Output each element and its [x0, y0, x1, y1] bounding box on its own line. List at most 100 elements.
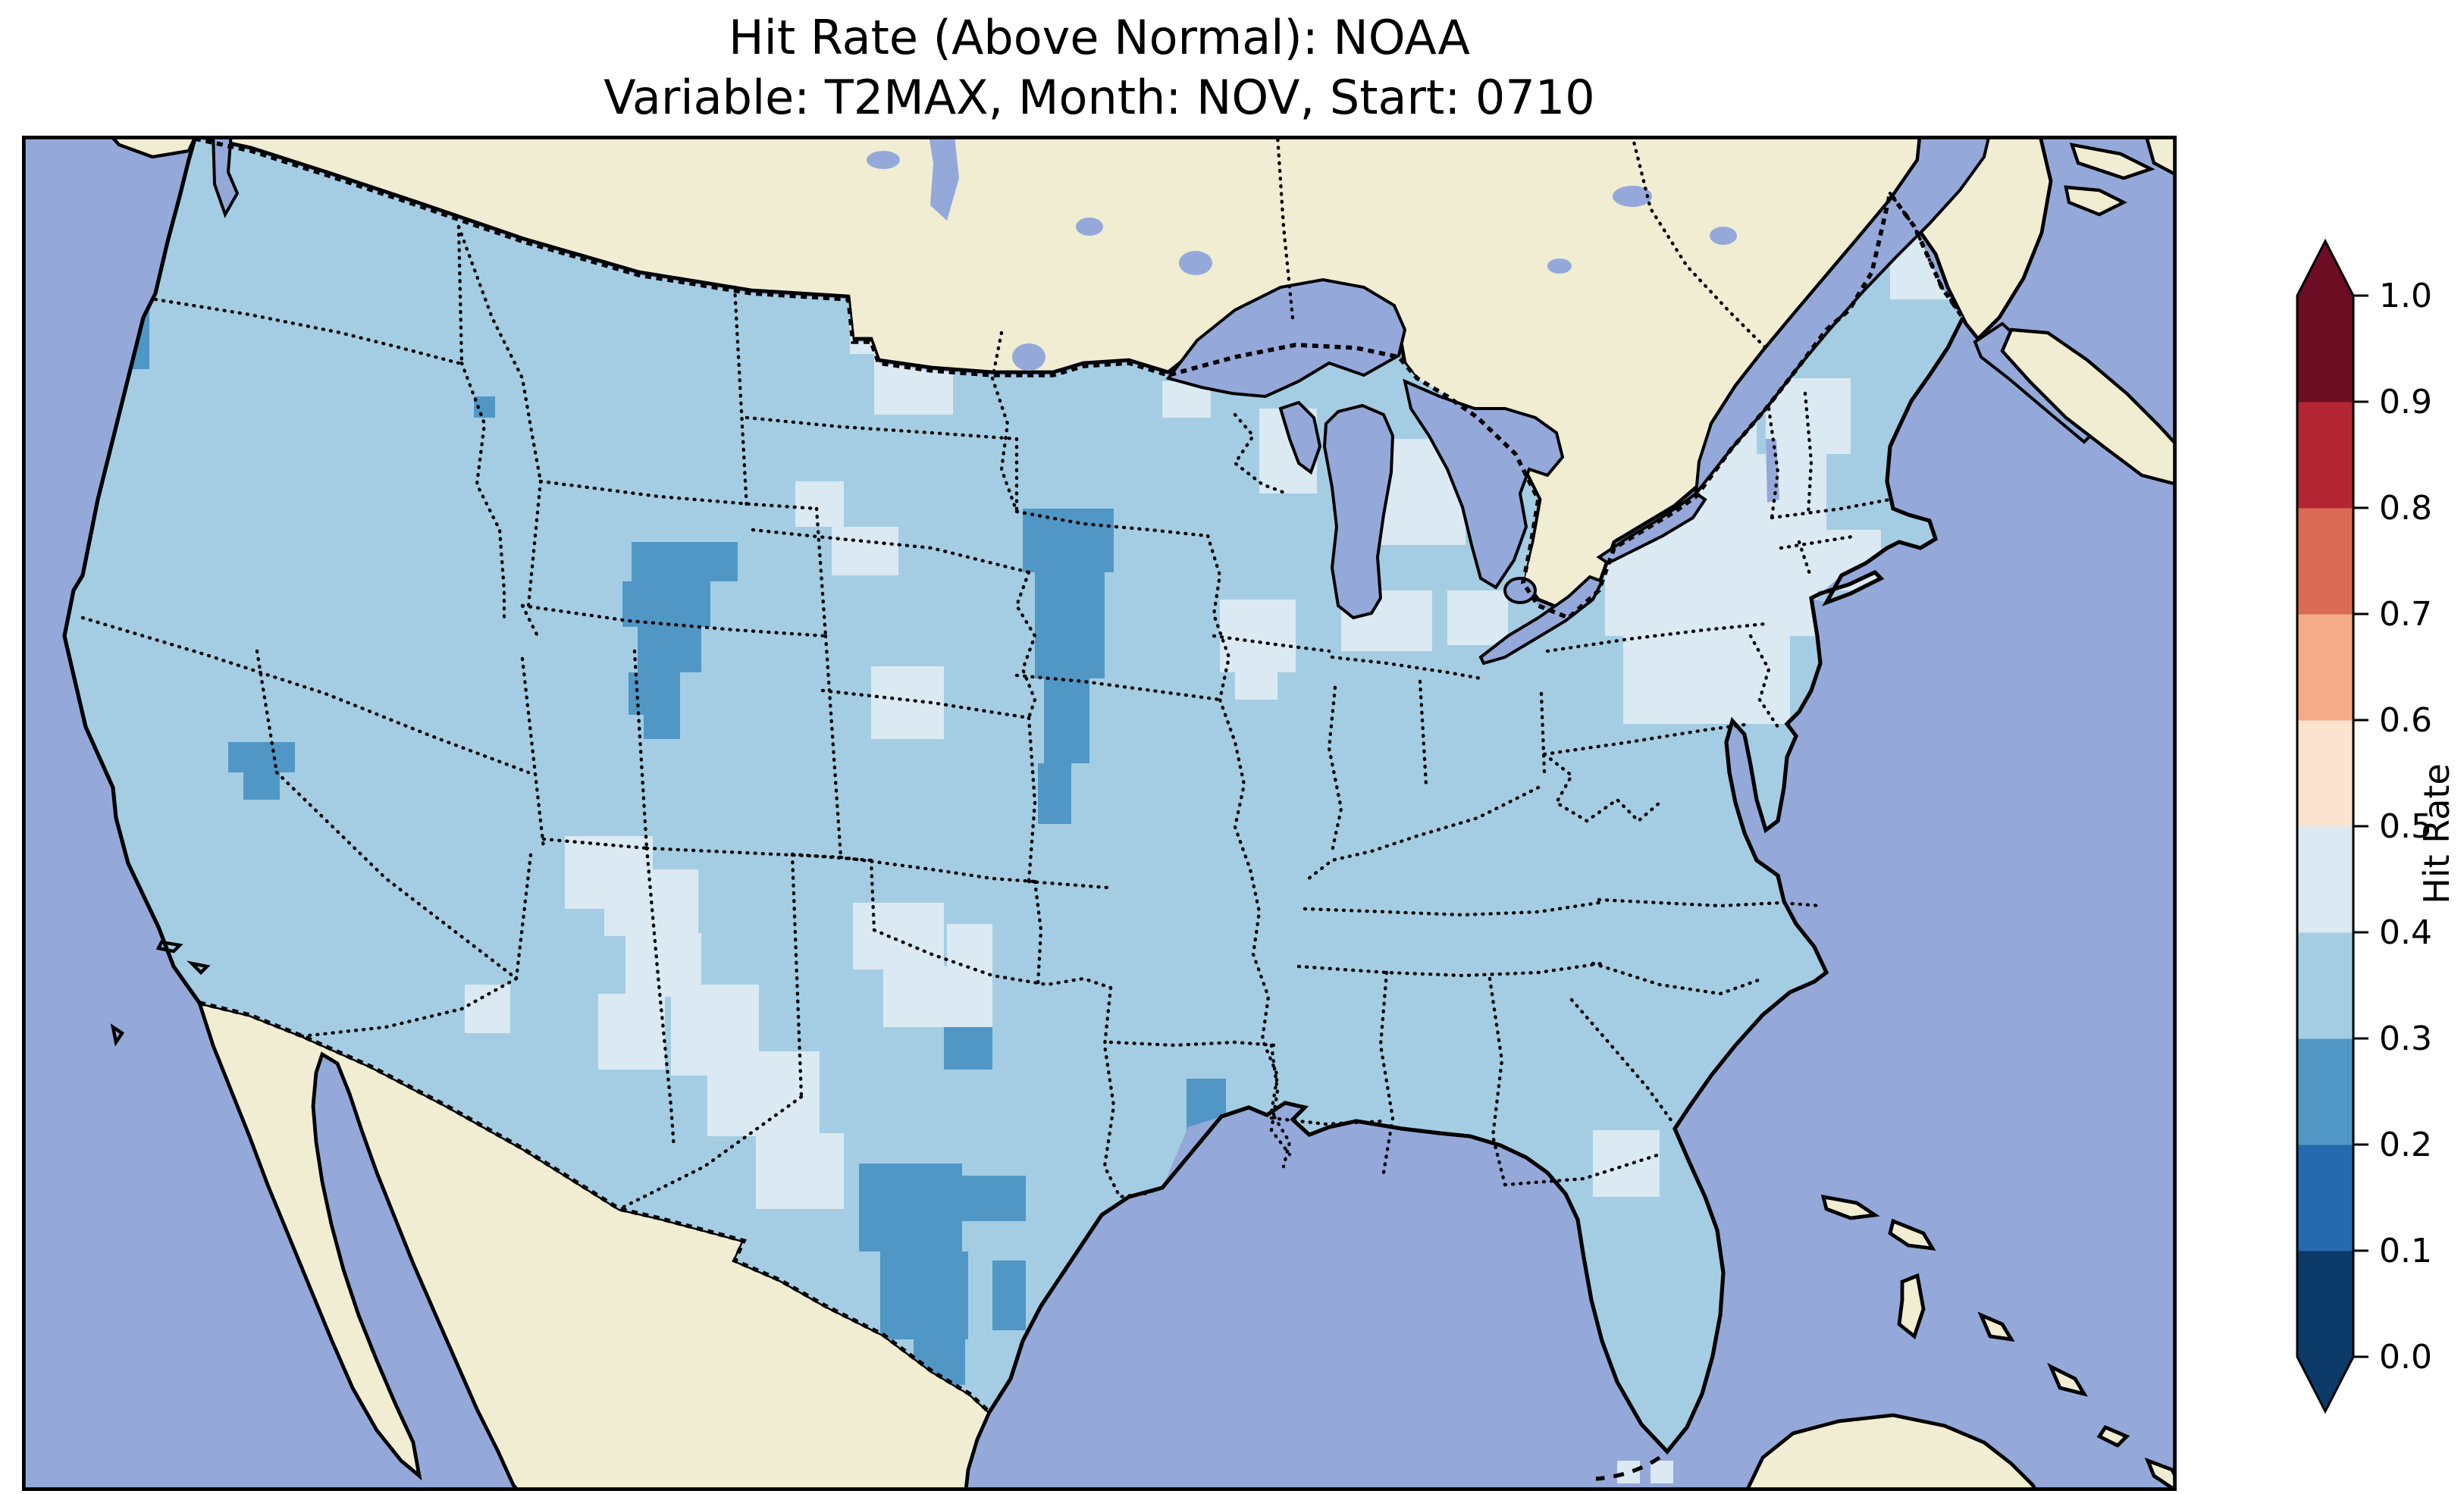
hit-rate-cell-0.4-0.5 — [465, 985, 510, 1033]
colorbar-ticks — [2353, 294, 2368, 1358]
us-pacific-coastline — [62, 138, 202, 1004]
bahama-island — [2047, 1362, 2089, 1397]
hit-rate-cell-0.4-0.5 — [1623, 636, 1790, 724]
us-gulf-atlantic-coastline — [987, 316, 1965, 1455]
hit-rate-cell-0.2-0.3 — [1035, 572, 1105, 678]
hit-rate-cell-0.2-0.3 — [1038, 763, 1071, 824]
hit-rate-cell-0.4-0.5 — [853, 903, 944, 969]
hit-rate-cell-0.2-0.3 — [859, 1164, 962, 1251]
island — [2096, 1425, 2130, 1448]
hit-rate-cell-0.4-0.5-offshore — [1617, 1461, 1640, 1483]
figure-title-line2: Variable: T2MAX, Month: NOV, Start: 0710 — [603, 70, 1595, 126]
hit-rate-cell-0.4-0.5 — [756, 1133, 844, 1209]
atlantic-canada — [108, 136, 2177, 487]
hit-rate-cell-0.4-0.5 — [565, 836, 653, 909]
colorbar-tick-label: 0.4 — [2379, 913, 2432, 952]
nova-scotia — [2000, 327, 2177, 487]
hit-rate-cell-0.4-0.5 — [1220, 600, 1296, 672]
hispaniola-edge — [2144, 1457, 2177, 1491]
lake-manitoba — [867, 151, 900, 169]
hit-rate-cell-0.4-0.5 — [598, 994, 665, 1070]
us-hit-rate-map — [22, 136, 2177, 1491]
us-mexico-border — [199, 1001, 991, 1414]
colorbar-segment — [2297, 1145, 2353, 1251]
lake-superior — [1165, 277, 1407, 399]
colorbar-segment — [2297, 826, 2353, 933]
hit-rate-cell-0.4-0.5 — [707, 1070, 792, 1118]
green-bay — [1278, 400, 1322, 475]
colorbar-tick-label: 1.0 — [2379, 277, 2432, 315]
hit-rate-cell-0.2-0.3 — [228, 742, 295, 772]
hit-rate-cell-0.2-0.3 — [629, 672, 680, 715]
colorbar-segment — [2297, 720, 2353, 827]
colorbar-tick-label: 0.6 — [2379, 701, 2432, 740]
vancouver-island — [108, 136, 198, 159]
canada-lake — [1076, 218, 1103, 236]
map-panel — [22, 136, 2177, 1491]
colorbar-tick-label: 0.3 — [2379, 1019, 2432, 1058]
lake-of-the-woods — [1012, 343, 1045, 371]
hit-rate-cell-0.2-0.3 — [632, 542, 738, 581]
colorbar-tick-label: 0.8 — [2379, 489, 2432, 528]
canada-lake — [1547, 258, 1572, 274]
anticosti-island — [2069, 143, 2155, 180]
hit-rate-cell-0.4-0.5 — [883, 966, 992, 1027]
hit-rate-cell-0.2-0.3 — [880, 1251, 968, 1339]
colorbar-tick-label: 0.7 — [2379, 595, 2432, 634]
hit-rate-cell-0.2-0.3 — [243, 772, 280, 800]
colorbar: 1.0 0.9 0.8 0.7 0.6 0.5 0.4 0.3 0.2 0.1 0.0 Hit Ra… — [2259, 220, 2464, 1478]
colorbar-tick-label: 0.5 — [2379, 807, 2432, 846]
hit-rate-cell-0.4-0.5 — [1605, 545, 1817, 636]
us-data-cells-offshore — [1617, 1461, 1673, 1483]
florida-keys — [1595, 1455, 1661, 1481]
newfoundland-corner — [2144, 136, 2177, 177]
colorbar-tick-label: 0.1 — [2379, 1232, 2432, 1270]
colorbar-bar — [2297, 296, 2353, 1358]
puget-sound — [212, 136, 240, 218]
hit-rate-cell-0.2-0.3 — [622, 581, 710, 627]
colorbar-segment — [2297, 932, 2353, 1039]
hit-rate-cell-0.4-0.5 — [1447, 590, 1508, 645]
bahama-island — [1888, 1218, 1936, 1251]
figure-title: Hit Rate (Above Normal): NOAA Variable: … — [0, 8, 2199, 128]
channel-islands — [110, 940, 211, 1047]
colorbar-arrow-down-icon — [2297, 1357, 2353, 1411]
prince-edward-island — [2064, 185, 2127, 217]
lake-huron — [1403, 378, 1565, 590]
colorbar-segment — [2297, 1251, 2353, 1358]
colorbar-segment — [2297, 296, 2353, 402]
canada-lake — [1710, 227, 1737, 245]
canada-lake — [1613, 186, 1652, 207]
colorbar-segment — [2297, 508, 2353, 615]
hit-rate-cell-0.2-0.3 — [1044, 678, 1089, 763]
us-canada-border — [194, 136, 1965, 621]
lake-st-clair — [1503, 577, 1537, 604]
hit-rate-cell-0.2-0.3 — [992, 1261, 1026, 1330]
bahama-island — [1977, 1311, 2015, 1342]
lake-nipigon — [1179, 251, 1212, 275]
hit-rate-cell-0.4-0.5 — [671, 1027, 744, 1076]
national-borders — [194, 136, 1965, 1414]
hit-rate-cell-0.2-0.3 — [644, 712, 680, 739]
hit-rate-cell-0.4-0.5 — [832, 527, 898, 575]
andros-island — [1897, 1273, 1926, 1340]
colorbar-tick-label: 0.9 — [2379, 383, 2432, 421]
bahama-island — [1820, 1194, 1880, 1220]
hit-rate-cell-0.4-0.5-offshore — [1651, 1461, 1673, 1483]
colorbar-axis-label: Hit Rate — [2416, 763, 2457, 904]
lake-michigan — [1322, 403, 1395, 620]
canada-lakes — [867, 136, 1737, 371]
colorbar-segment — [2297, 614, 2353, 721]
lake-winnipeg — [929, 136, 959, 221]
colorbar-tick-label: 0.0 — [2379, 1338, 2432, 1377]
figure-title-line1: Hit Rate (Above Normal): NOAA — [729, 10, 1470, 65]
colorbar-arrow-up-icon — [2297, 241, 2353, 296]
colorbar-tick-labels: 1.0 0.9 0.8 0.7 0.6 0.5 0.4 0.3 0.2 0.1 0.0 — [2379, 277, 2432, 1377]
hit-rate-cell-0.2-0.3 — [944, 1021, 992, 1070]
colorbar-canvas: 1.0 0.9 0.8 0.7 0.6 0.5 0.4 0.3 0.2 0.1 0.0 Hit Ra… — [2296, 238, 2457, 1414]
map-frame — [22, 136, 2177, 1491]
hit-rate-cell-0.2-0.3 — [962, 1176, 1026, 1221]
caribbean-islands — [1745, 1194, 2177, 1491]
hit-rate-cell-0.2-0.3 — [638, 627, 701, 672]
